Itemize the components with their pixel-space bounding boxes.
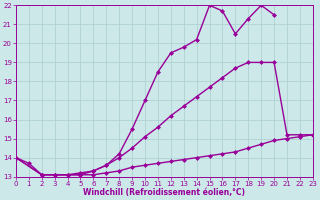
X-axis label: Windchill (Refroidissement éolien,°C): Windchill (Refroidissement éolien,°C) bbox=[84, 188, 245, 197]
